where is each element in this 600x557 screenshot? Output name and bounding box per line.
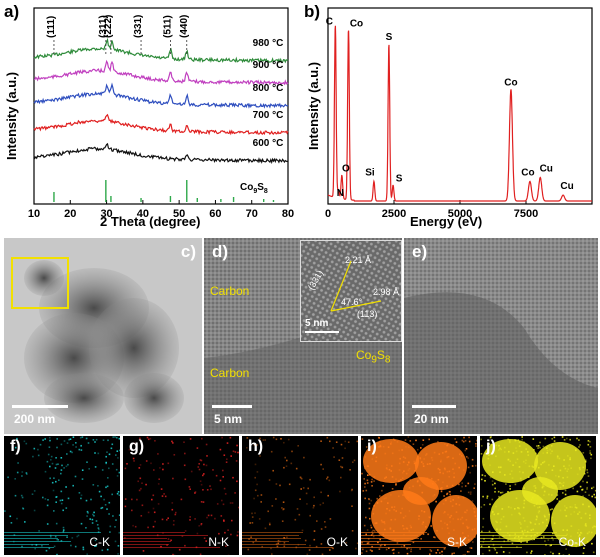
eds-peak-label: C [326,17,333,28]
phase-label: Co9S8 [356,348,391,366]
eds-map-panel-label: i) [367,438,377,455]
panel-d-label: d) [212,242,229,261]
eds-map-element-label: S-K [446,535,467,549]
inset-lattice-image [301,241,401,341]
panel-e-hrtem: e) 20 nm [404,238,598,434]
lattice-line-1 [330,260,352,312]
eds-chart: 0 2500 5000 7500 C Co O N Si S S Co Co Cu Cu [325,7,593,220]
panel-c-scale-text: 200 nm [14,412,56,426]
panel-a-xlabel: 2 Theta (degree) [100,214,201,229]
xrd-peak-label: (331) [133,15,144,38]
panel-e-scalebar [412,405,456,408]
eds-map-c-k: f) C-K [4,436,120,555]
xrd-xtick-label: 80 [282,208,294,220]
panel-e-scale-text: 20 nm [414,412,449,426]
xrd-series-label: 600 °C [253,138,284,149]
panel-d-scalebar [212,405,252,408]
eds-xtick-label: 5000 [448,208,472,220]
xrd-xtick-label: 20 [64,208,76,220]
eds-xtick-label: 2500 [382,208,406,220]
eds-map-o-k: h) O-K [242,436,358,555]
lattice-line-2 [330,300,382,312]
carbon-label-top: Carbon [210,284,250,298]
xrd-series-800 [33,82,289,109]
xrd-xtick-label: 50 [173,208,185,220]
eds-map-image [480,436,596,555]
eds-map-element-label: N-K [208,535,229,549]
eds-map-panel-label: h) [248,438,264,455]
xrd-series-600 [33,142,289,165]
xrd-xtick-label: 10 [28,208,40,220]
eds-spectrum-line [327,25,592,202]
panel-a-label: a) [4,2,20,21]
eds-map-image [123,436,239,555]
xrd-peak-label: (511) [162,15,173,38]
tem-highlight-box [11,257,69,309]
xrd-peak-label: (311) [98,15,109,38]
xrd-peak-label: (222) [103,15,114,38]
eds-peak-label: Co [504,77,517,88]
eds-peak-label: Co [350,18,363,29]
eds-map-co-k: j) Co-K [480,436,596,555]
xrd-series-label: 980 °C [253,38,284,49]
eds-map-image [361,436,477,555]
xrd-xtick-label: 60 [209,208,221,220]
panel-b-label: b) [304,2,321,21]
xrd-xtick-label: 30 [100,208,112,220]
carbon-label-bottom: Carbon [210,366,250,380]
eds-map-image [242,436,358,555]
eds-map-panel-label: f) [10,438,21,455]
eds-map-panel-label: g) [129,438,145,455]
panel-c-scalebar [12,405,68,408]
panel-d-hrtem: d) Carbon Carbon 2.21 Å (331) 47.6° 2.98… [204,238,402,434]
eds-peak-label: Cu [560,181,573,192]
eds-map-element-label: Co-K [558,535,586,549]
tem-particles-image [4,238,202,434]
eds-peak-label: O [342,163,350,174]
inset-scale-text: 5 nm [305,318,329,329]
eds-peak-label: S [396,173,403,184]
eds-map-panel-label: j) [486,438,496,455]
panel-b-xlabel: Energy (eV) [410,214,483,229]
xrd-series-700 [33,113,289,136]
panel-e-label: e) [412,242,428,261]
panel-c-label: c) [180,242,196,261]
hrtem-inset: 2.21 Å (331) 47.6° 2.98 Å (113) 5 nm [300,240,402,342]
eds-peak-label: Co [521,167,534,178]
xrd-series-label: 700 °C [253,110,284,121]
xrd-reference-label: Co9S8 [240,182,268,195]
panel-b-eds: b) Intensity (a.u.) 0 2500 5000 7500 C Co O N Si… [300,0,600,230]
eds-peak-label: Cu [540,163,553,174]
d-spacing-1: 2.21 Å [345,255,372,265]
eds-peak-label: Si [365,167,375,178]
eds-map-image [4,436,120,555]
xrd-series-980 [33,37,289,64]
hrtem-image-e [404,238,598,434]
panel-d-scale-text: 5 nm [214,412,243,426]
xrd-series-label: 900 °C [253,60,284,71]
panel-c-tem: c) 200 nm [4,238,202,434]
eds-xtick-label: 0 [325,208,331,220]
plane-113: (113) [357,309,378,319]
eds-xtick-label: 7500 [514,208,538,220]
panel-a-xrd: a) Intensity (a.u.) 10 20 30 40 50 60 70 80 980 … [0,0,300,230]
d-spacing-2: 2.98 Å [373,287,400,297]
eds-map-n-k: g) N-K [123,436,239,555]
elemental-maps-row: f) C-K g) N-K h) O-K i) S-K j) Co-K [4,436,598,555]
inset-scalebar [305,331,339,333]
eds-map-s-k: i) S-K [361,436,477,555]
xrd-chart: 10 20 30 40 50 60 70 80 980 °C 900 °C 800 °C 700 °C… [28,7,294,220]
eds-map-element-label: O-K [326,535,348,549]
xrd-xtick-label: 40 [137,208,149,220]
eds-peak-label: S [386,32,393,43]
xrd-xtick-label: 70 [246,208,258,220]
xrd-series-900 [33,59,289,86]
xrd-peak-label: (111) [46,16,57,38]
xrd-series-label: 800 °C [253,83,284,94]
eds-map-element-label: C-K [89,535,110,549]
angle-label: 47.6° [341,297,363,307]
eds-peak-label: N [337,188,344,199]
xrd-peak-label: (440) [179,15,190,38]
